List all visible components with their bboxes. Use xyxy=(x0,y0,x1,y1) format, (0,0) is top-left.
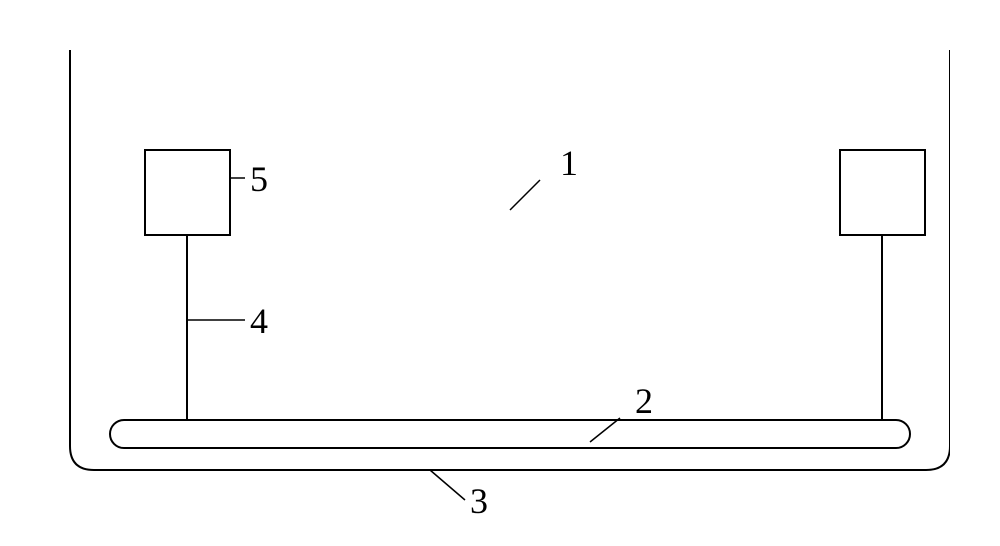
label-4: 4 xyxy=(250,300,268,342)
box-left xyxy=(145,150,230,235)
leader-1 xyxy=(510,180,540,210)
label-2: 2 xyxy=(635,380,653,422)
diagram-svg xyxy=(50,50,950,530)
outer-rect xyxy=(70,50,950,470)
technical-diagram: 1 2 3 4 5 xyxy=(50,50,950,496)
label-5: 5 xyxy=(250,158,268,200)
leader-3 xyxy=(430,470,465,500)
box-right xyxy=(840,150,925,235)
label-1: 1 xyxy=(560,142,578,184)
inner-slot xyxy=(110,420,910,448)
leader-2 xyxy=(590,418,620,442)
label-3: 3 xyxy=(470,480,488,522)
